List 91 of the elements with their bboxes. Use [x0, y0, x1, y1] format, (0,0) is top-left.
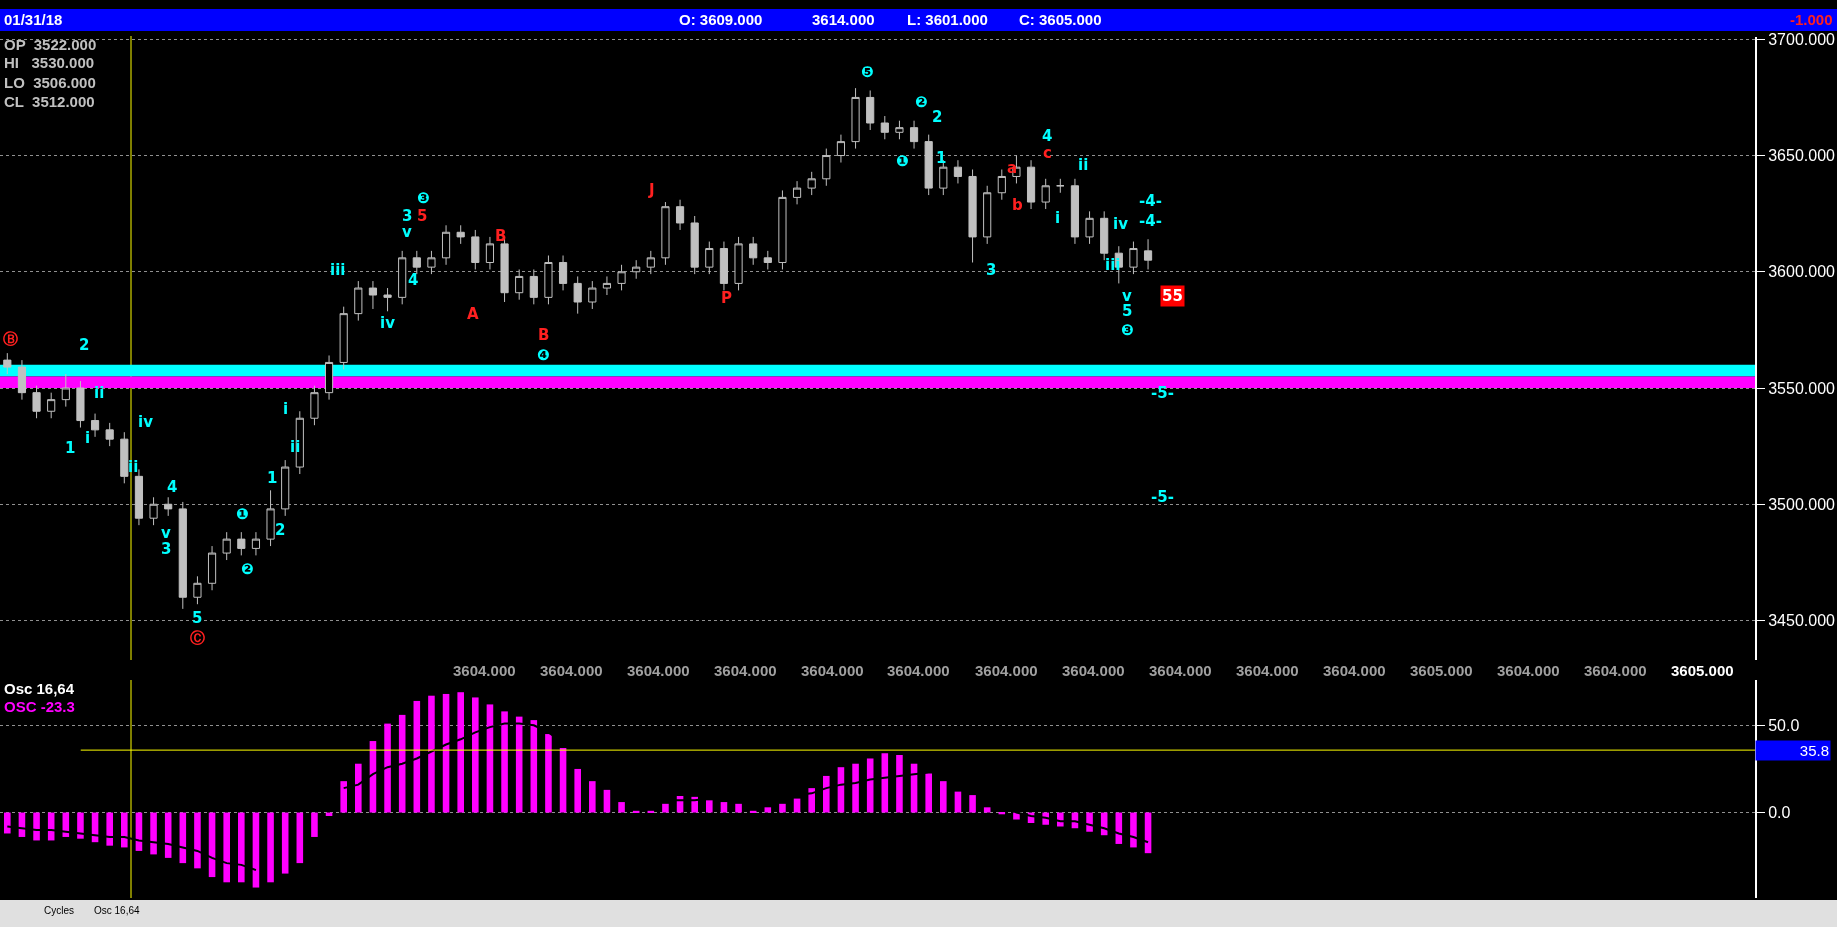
text: -1.000	[1790, 11, 1833, 28]
annotation: iii	[330, 261, 346, 279]
annotation: P	[721, 289, 732, 307]
annotation: -4-	[1139, 192, 1162, 210]
annotation: 3	[161, 540, 172, 558]
annotation: iv	[380, 314, 396, 332]
annotation: -4-	[1139, 212, 1162, 230]
text: 3604.000	[801, 662, 864, 679]
annotation: 5	[1122, 302, 1133, 320]
annotation: ii	[94, 384, 105, 402]
annotation: 4	[408, 271, 419, 289]
annotation: ❹	[537, 346, 550, 364]
y-tick-label: 50.0	[1768, 716, 1800, 734]
annotation: Ⓑ	[3, 330, 18, 348]
annotation: b	[1012, 196, 1023, 214]
annotation: v	[161, 524, 171, 542]
annotation: 4	[167, 478, 178, 496]
y-tick-label: 0.0	[1768, 804, 1791, 822]
annotation: 1	[936, 149, 947, 167]
text: C: 3605.000	[1019, 11, 1102, 28]
y-tick-label: 3450.000	[1768, 612, 1836, 630]
annotation: -5-	[1151, 384, 1174, 402]
annotation: J	[648, 181, 655, 199]
annotation: ❸	[1121, 321, 1134, 339]
annotation: iv	[1113, 215, 1129, 233]
annotation: HI 3530.000	[4, 54, 95, 71]
annotation: 2	[275, 521, 286, 539]
text: L: 3601.000	[907, 11, 988, 28]
ref-line-label: 35.8	[1799, 742, 1829, 759]
annotation: -5-	[1151, 488, 1174, 506]
annotation: a	[1007, 159, 1018, 177]
text: 3604.000	[975, 662, 1038, 679]
text: 3604.000	[627, 662, 690, 679]
annotation: ❷	[241, 560, 254, 578]
y-tick-label: 3500.000	[1768, 495, 1836, 513]
annotation: OSC -23.3	[4, 698, 75, 715]
text: 3614.000	[812, 11, 875, 28]
text: 3604.000	[1062, 662, 1125, 679]
annotation: ii	[128, 458, 139, 476]
y-tick-label: 3550.000	[1768, 379, 1836, 397]
text: 3604.000	[1584, 662, 1647, 679]
annotation: i	[1055, 209, 1061, 227]
annotation: 3	[986, 261, 997, 279]
text: 3604.000	[887, 662, 950, 679]
text: 3604.000	[540, 662, 603, 679]
annotation: ❺	[861, 63, 874, 81]
annotation: 5	[192, 609, 203, 627]
text: 01/31/18	[4, 11, 63, 28]
y-tick-label: 3700.000	[1768, 30, 1836, 48]
annotation: ii	[290, 438, 301, 456]
annotation: ii	[1078, 156, 1089, 174]
text: 3605.000	[1410, 662, 1473, 679]
text: 3604.000	[1149, 662, 1212, 679]
annotation: c	[1043, 144, 1052, 162]
annotation: ❶	[236, 505, 249, 523]
annotation: OP 3522.000	[4, 36, 97, 53]
annotation: v	[1122, 287, 1132, 305]
text: 3604.000	[714, 662, 777, 679]
annotation: ❷	[915, 93, 928, 111]
annotation: 55	[1162, 287, 1183, 305]
annotation: v	[402, 223, 412, 241]
y-tick-label: 3650.000	[1768, 147, 1836, 165]
text: 3604.000	[453, 662, 516, 679]
annotation: A	[467, 305, 479, 323]
text: 3604.000	[1497, 662, 1560, 679]
annotation: B	[538, 326, 550, 344]
text: 3604.000	[1323, 662, 1386, 679]
annotation: 3	[402, 207, 413, 225]
annotation: LO 3506.000	[4, 74, 96, 91]
y-tick-label: 3600.000	[1768, 263, 1836, 281]
annotation: ❸	[417, 189, 430, 207]
annotation: 1	[65, 439, 76, 457]
annotation: 4	[1042, 127, 1053, 145]
text: O: 3609.000	[679, 11, 763, 28]
annotation: B	[495, 227, 507, 245]
annotation: i	[85, 429, 91, 447]
annotation: Ⓒ	[190, 629, 205, 647]
annotation: 2	[79, 336, 90, 354]
text: 3605.000	[1671, 662, 1734, 679]
text: Cycles	[44, 905, 75, 916]
annotation: 1	[267, 469, 278, 487]
annotation: iii	[1105, 256, 1121, 274]
annotation: i	[283, 400, 289, 418]
annotation: 5	[417, 207, 428, 225]
annotation: ❶	[896, 152, 909, 170]
text: Osc 16,64	[94, 905, 141, 916]
annotation: 2	[932, 108, 943, 126]
annotation: Osc 16,64	[4, 680, 75, 697]
annotation: iv	[138, 413, 154, 431]
text: 3604.000	[1236, 662, 1299, 679]
annotation: CL 3512.000	[4, 93, 95, 110]
